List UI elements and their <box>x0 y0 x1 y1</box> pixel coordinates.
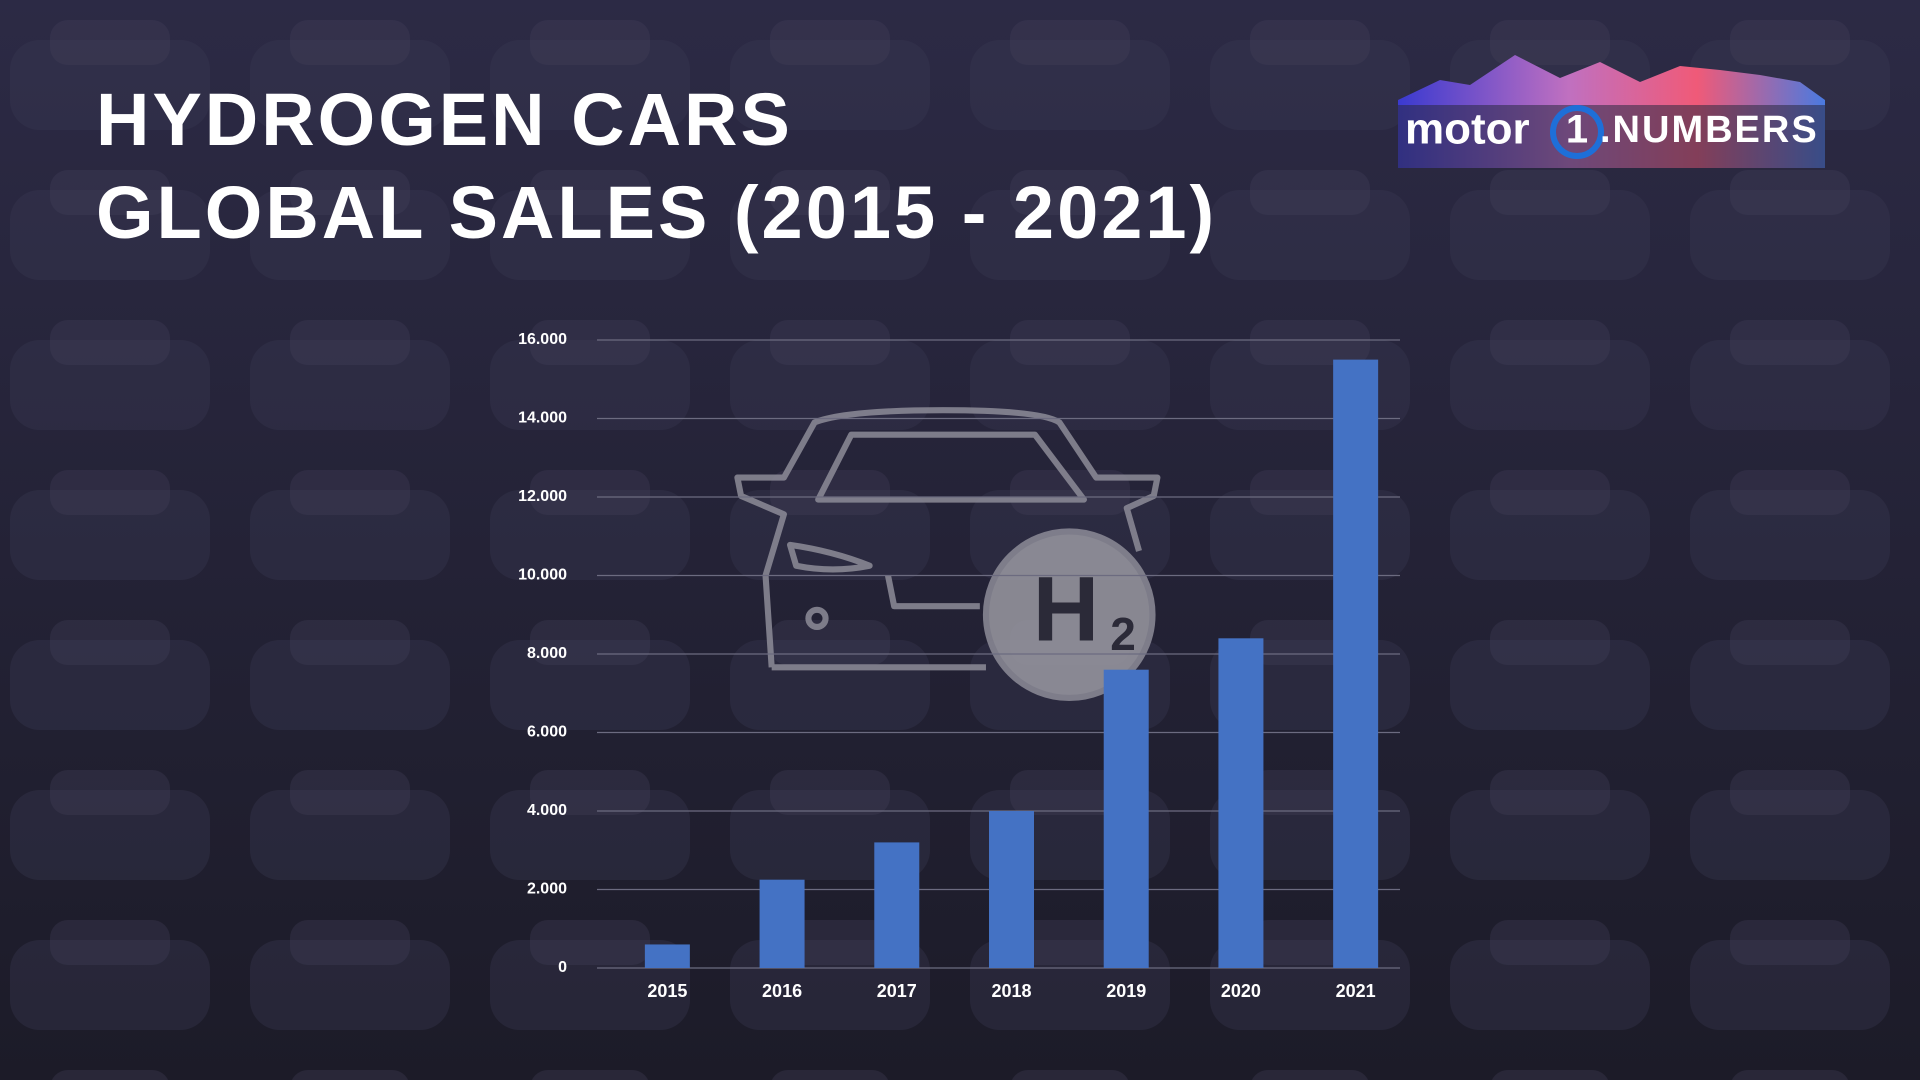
y-tick-label: 0 <box>558 959 567 976</box>
bar <box>1218 638 1264 968</box>
x-tick-label: 2018 <box>991 981 1031 1001</box>
logo: motor 1 .NUMBERS <box>1398 55 1825 168</box>
x-tick-label: 2020 <box>1221 981 1261 1001</box>
logo-band <box>1398 105 1825 168</box>
bar <box>759 879 805 968</box>
x-tick-label: 2021 <box>1336 981 1376 1001</box>
x-tick-label: 2016 <box>762 981 802 1001</box>
car-windshield <box>815 431 1087 503</box>
bar <box>989 811 1034 968</box>
logo-badge: 1 <box>1566 108 1588 152</box>
h2-letter: H <box>1033 558 1099 660</box>
y-tick-label: 8.000 <box>527 645 567 662</box>
h2-badge <box>982 528 1156 702</box>
y-tick-label: 14.000 <box>518 410 567 427</box>
logo-brand: motor <box>1405 105 1530 154</box>
y-tick-label: 6.000 <box>527 724 567 741</box>
x-tick-label: 2015 <box>647 981 687 1001</box>
chart-title: HYDROGEN CARS <box>96 78 793 161</box>
car-headlight <box>786 541 873 573</box>
y-tick-label: 10.000 <box>518 567 567 584</box>
x-tick-label: 2019 <box>1106 981 1146 1001</box>
logo-suffix: .NUMBERS <box>1600 109 1819 151</box>
x-tick-label: 2017 <box>877 981 917 1001</box>
y-tick-label: 2.000 <box>527 881 567 898</box>
bar <box>644 944 690 968</box>
y-tick-label: 12.000 <box>518 488 567 505</box>
chart-title: GLOBAL SALES (2015 - 2021) <box>96 171 1217 254</box>
y-tick-label: 4.000 <box>527 802 567 819</box>
bar <box>874 842 920 968</box>
logo-badge-ring <box>1550 105 1604 159</box>
y-tick-label: 16.000 <box>518 331 567 348</box>
bar <box>1103 669 1149 968</box>
car-fog-light <box>805 606 829 631</box>
bar <box>1333 359 1379 968</box>
car-icon <box>734 407 1161 702</box>
car-body-line <box>771 574 986 671</box>
car-outline <box>734 407 1161 668</box>
h2-subscript: 2 <box>1110 608 1136 660</box>
